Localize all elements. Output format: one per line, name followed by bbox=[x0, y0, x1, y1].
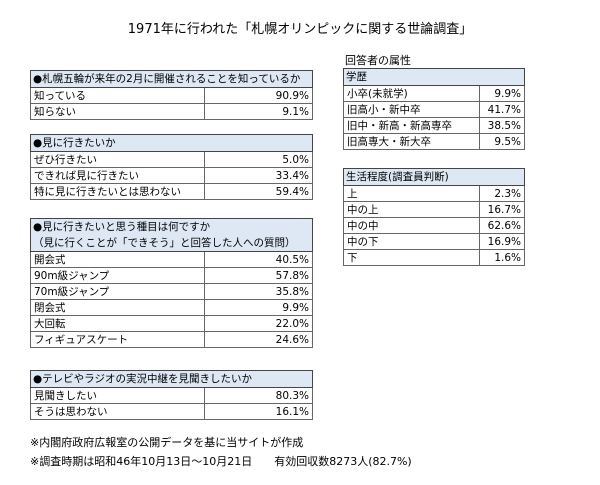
header-text: 生活程度(調査員判断) bbox=[346, 171, 449, 183]
row-value: 24.6% bbox=[204, 332, 313, 348]
row-value: 9.5% bbox=[479, 134, 525, 150]
table-header bbox=[30, 134, 313, 152]
row-label: ぜひ行きたい bbox=[30, 152, 205, 168]
row-label: 中の下 bbox=[343, 234, 480, 250]
header-text: ●見に行きたいと思う種目は何ですか bbox=[33, 221, 211, 233]
row-value: 33.4% bbox=[204, 168, 313, 184]
row-label: 知っている bbox=[30, 88, 205, 104]
row-value: 16.9% bbox=[479, 234, 525, 250]
row-label: 旧中・新高・新高専卒 bbox=[343, 118, 480, 134]
row-value: 40.5% bbox=[204, 252, 313, 268]
row-label: 70m級ジャンプ bbox=[30, 284, 205, 300]
row-label: 中の中 bbox=[343, 218, 480, 234]
row-label: 上 bbox=[343, 186, 480, 202]
row-label: 知らない bbox=[30, 104, 205, 120]
row-value: 5.0% bbox=[204, 152, 313, 168]
row-value: 9.9% bbox=[204, 300, 313, 316]
note: ※内閣府政府広報室の公開データを基に当サイトが作成 bbox=[30, 436, 304, 449]
row-label: 旧高小・新中卒 bbox=[343, 102, 480, 118]
title: 1971年に行われた「札幌オリンピックに関する世論調査」 bbox=[127, 22, 473, 37]
row-value: 62.6% bbox=[479, 218, 525, 234]
section-label: 回答者の属性 bbox=[345, 54, 411, 67]
row-label: 中の上 bbox=[343, 202, 480, 218]
row-label: 下 bbox=[343, 250, 480, 266]
row-label: 小卒(未就学) bbox=[343, 86, 480, 102]
row-value: 57.8% bbox=[204, 268, 313, 284]
row-label: 閉会式 bbox=[30, 300, 205, 316]
table-header bbox=[343, 168, 525, 186]
header-text: ●テレビやラジオの実況中継を見聞きしたいか bbox=[33, 373, 252, 385]
header-text: （見に行くことが「できそう」と回答した人への質問） bbox=[33, 237, 296, 249]
row-label: そうは思わない bbox=[30, 404, 205, 420]
row-value: 90.9% bbox=[204, 88, 313, 104]
row-value: 41.7% bbox=[479, 102, 525, 118]
header-text: ●見に行きたいか bbox=[33, 137, 116, 149]
row-label: できれば見に行きたい bbox=[30, 168, 205, 184]
row-label: フィギュアスケート bbox=[30, 332, 205, 348]
row-value: 9.1% bbox=[204, 104, 313, 120]
table-header bbox=[30, 218, 313, 252]
row-value: 16.1% bbox=[204, 404, 313, 420]
row-label: 旧高専大・新大卒 bbox=[343, 134, 480, 150]
row-value: 2.3% bbox=[479, 186, 525, 202]
row-value: 16.7% bbox=[479, 202, 525, 218]
row-value: 9.9% bbox=[479, 86, 525, 102]
row-value: 1.6% bbox=[479, 250, 525, 266]
header-text: 学歴 bbox=[346, 71, 367, 83]
table-header bbox=[30, 70, 313, 88]
row-label: 見聞きしたい bbox=[30, 388, 205, 404]
row-value: 59.4% bbox=[204, 184, 313, 200]
note: ※調査時期は昭和46年10月13日～10月21日 有効回収数8273人(82.7… bbox=[30, 455, 412, 468]
row-value: 35.8% bbox=[204, 284, 313, 300]
row-label: 大回転 bbox=[30, 316, 205, 332]
table-header bbox=[343, 68, 525, 86]
row-value: 80.3% bbox=[204, 388, 313, 404]
row-value: 22.0% bbox=[204, 316, 313, 332]
table-header bbox=[30, 370, 313, 388]
row-label: 開会式 bbox=[30, 252, 205, 268]
row-label: 特に見に行きたいとは思わない bbox=[30, 184, 205, 200]
header-text: ●札幌五輪が来年の2月に開催されることを知っているか bbox=[33, 73, 301, 85]
row-label: 90m級ジャンプ bbox=[30, 268, 205, 284]
row-value: 38.5% bbox=[479, 118, 525, 134]
